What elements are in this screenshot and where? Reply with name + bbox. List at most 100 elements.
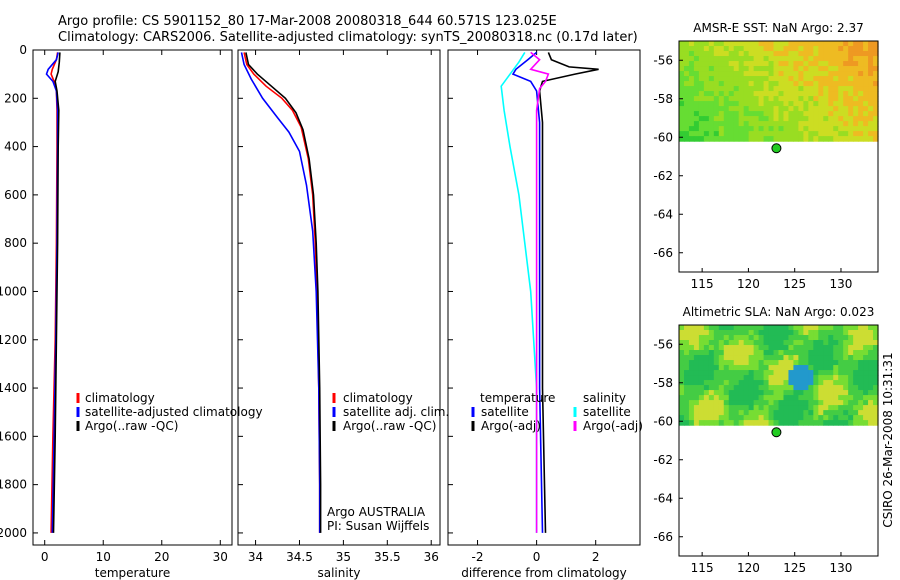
amsr-sst-field-cell (693, 81, 700, 87)
amsr-sst-field-cell (728, 66, 735, 72)
altimetric-sla-field-cell (788, 350, 795, 356)
amsr-sst-field-cell (743, 91, 750, 97)
temperature-plot-frame (32, 49, 233, 546)
altimetric-sla-field-cell (773, 335, 780, 341)
altimetric-sla-field-cell (768, 380, 775, 386)
altimetric-sla-field-cell (688, 395, 695, 401)
altimetric-sla-field-cell (863, 410, 869, 416)
amsr-sst-field-cell (828, 136, 834, 142)
altimetric-sla-ytick-label: -66 (653, 530, 673, 544)
amsr-sst-field-cell (788, 61, 795, 67)
amsr-sst-field-cell (858, 56, 864, 62)
amsr-sst-field-cell (748, 61, 755, 67)
altimetric-sla-field-cell (738, 410, 745, 416)
amsr-sst-field-cell (773, 86, 780, 92)
amsr-sst-field-cell (783, 101, 790, 107)
amsr-sst-field-cell (743, 86, 750, 92)
amsr-sst-field-cell (818, 101, 824, 107)
altimetric-sla-field-cell (798, 410, 804, 416)
amsr-sst-field-cell (853, 131, 859, 137)
altimetric-sla-field-cell (693, 415, 700, 421)
altimetric-sla-field-cell (828, 420, 834, 426)
amsr-sst-field-cell (873, 96, 879, 102)
difference-legend-label: satellite (583, 405, 631, 419)
amsr-sst-field-cell (853, 76, 859, 82)
altimetric-sla-field-cell (808, 390, 814, 396)
altimetric-sla-field-cell (788, 420, 795, 426)
altimetric-sla-field-cell (823, 350, 829, 356)
altimetric-sla-field-cell (708, 415, 715, 421)
amsr-sst-field-cell (713, 116, 720, 122)
altimetric-sla-field-cell (683, 360, 690, 366)
altimetric-sla-field-cell (833, 365, 839, 371)
amsr-sst-field-cell (783, 86, 790, 92)
altimetric-sla-field-cell (863, 380, 869, 386)
amsr-sst-field-cell (798, 56, 804, 62)
altimetric-sla-field-cell (679, 330, 685, 336)
altimetric-sla-field-cell (788, 360, 795, 366)
altimetric-sla-field-cell (778, 360, 785, 366)
amsr-sst-field-cell (748, 121, 755, 127)
altimetric-sla-field-cell (803, 420, 809, 426)
amsr-sst-field-cell (713, 136, 720, 142)
amsr-sst-field-cell (793, 131, 799, 137)
amsr-sst-field-cell (703, 126, 710, 132)
altimetric-sla-field-cell (748, 355, 755, 361)
altimetric-sla-field-cell (713, 375, 720, 381)
amsr-sst-field-cell (868, 76, 874, 82)
amsr-sst-field-cell (768, 131, 775, 137)
amsr-sst-field-cell (738, 96, 745, 102)
amsr-sst-field-cell (853, 96, 859, 102)
altimetric-sla-field-cell (813, 335, 819, 341)
amsr-sst-field-cell (828, 81, 834, 87)
amsr-sst-field-cell (758, 106, 765, 112)
altimetric-sla-field-cell (808, 325, 814, 331)
altimetric-sla-field-cell (838, 405, 844, 411)
altimetric-sla-field-cell (728, 390, 735, 396)
altimetric-sla-field-cell (683, 370, 690, 376)
amsr-sst-field-cell (798, 116, 804, 122)
altimetric-sla-field-cell (688, 325, 695, 331)
altimetric-sla-field-cell (693, 325, 700, 331)
altimetric-sla-field-cell (848, 390, 854, 396)
altimetric-sla-field-cell (793, 335, 799, 341)
altimetric-sla-field-cell (723, 390, 730, 396)
altimetric-sla-field-cell (853, 325, 859, 331)
altimetric-sla-field-cell (853, 390, 859, 396)
altimetric-sla-field-cell (818, 385, 824, 391)
altimetric-sla-field-cell (838, 340, 844, 346)
amsr-sst-field-cell (728, 126, 735, 132)
amsr-sst-field-cell (843, 121, 849, 127)
amsr-sst-field-cell (723, 81, 730, 87)
altimetric-sla-field-cell (768, 395, 775, 401)
amsr-sst-field-cell (679, 131, 685, 137)
amsr-sst-field-cell (853, 121, 859, 127)
amsr-sst-field-cell (868, 131, 874, 137)
amsr-sst-field-cell (873, 136, 879, 142)
amsr-sst-field-cell (748, 81, 755, 87)
altimetric-sla-field-cell (843, 415, 849, 421)
amsr-sst-field-cell (868, 71, 874, 77)
amsr-sst-field-cell (828, 76, 834, 82)
altimetric-sla-field-cell (853, 400, 859, 406)
altimetric-sla-field-cell (713, 350, 720, 356)
altimetric-sla-field-cell (728, 375, 735, 381)
amsr-sst-field-cell (723, 126, 730, 132)
amsr-sst-field-cell (733, 61, 740, 67)
altimetric-sla-field-cell (843, 420, 849, 426)
altimetric-sla-field-cell (763, 345, 770, 351)
altimetric-sla-field-cell (693, 335, 700, 341)
amsr-sst-field-cell (868, 41, 874, 47)
altimetric-sla-field-cell (798, 345, 804, 351)
amsr-sst-field-cell (798, 136, 804, 142)
amsr-sst-field-cell (783, 111, 790, 117)
amsr-sst-field-cell (763, 76, 770, 82)
amsr-sst-field-cell (763, 106, 770, 112)
amsr-sst-field-cell (758, 111, 765, 117)
altimetric-sla-field-cell (848, 340, 854, 346)
amsr-sst-field-cell (863, 131, 869, 137)
altimetric-sla-field-cell (838, 360, 844, 366)
altimetric-sla-field-cell (858, 410, 864, 416)
amsr-sst-field-cell (783, 66, 790, 72)
altimetric-sla-field-cell (813, 355, 819, 361)
